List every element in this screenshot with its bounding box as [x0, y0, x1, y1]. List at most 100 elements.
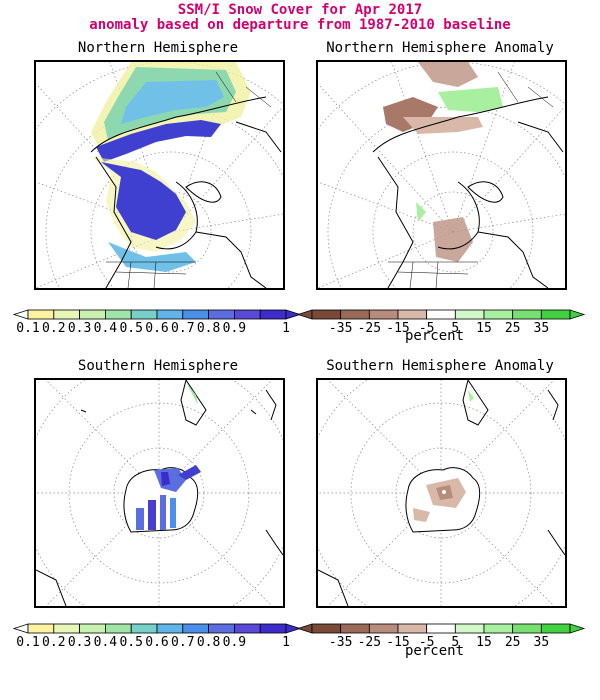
coastlines	[372, 96, 564, 288]
colorbar-swatch	[259, 309, 287, 320]
colorbar-tick-label: -25	[358, 321, 381, 336]
colorbar-tick-label: 15	[476, 321, 492, 336]
colorbar-tick-label: 0.3	[68, 321, 91, 336]
north-america-snow	[91, 157, 196, 272]
colorbar-right-arrow	[569, 623, 586, 634]
colorbar-right-arrow	[569, 309, 586, 320]
colorbar-swatch	[311, 309, 342, 320]
colorbar-tick-label: 0.1	[16, 635, 39, 650]
colorbar-swatch	[130, 309, 158, 320]
colorbar-swatch	[208, 309, 235, 320]
colorbar-swatch	[182, 309, 210, 320]
colorbar-tick-label: 0.8	[197, 635, 220, 650]
coastlines	[318, 380, 565, 606]
colorbar-swatch	[540, 309, 571, 320]
colorbar-swatch	[397, 309, 428, 320]
eurasia-snow	[91, 62, 251, 162]
colorbar-tick-label: 0.7	[171, 321, 194, 336]
anomaly-units-label-bottom: percent	[405, 643, 465, 659]
colorbar-swatch	[156, 309, 184, 320]
colorbar-left-arrow	[12, 623, 29, 634]
sh-snow-cover-map	[34, 378, 285, 608]
colorbar-swatch	[368, 309, 399, 320]
colorbar-tick-label: 0.4	[94, 635, 118, 650]
colorbar-swatch	[27, 623, 55, 634]
colorbar-tick-label: 5	[451, 635, 459, 650]
colorbar-tick-label: 0.2	[42, 321, 65, 336]
colorbar-tick-label: 15	[476, 635, 492, 650]
colorbar-tick-label: 0.2	[42, 635, 65, 650]
colorbar-tick-label: 25	[505, 635, 521, 650]
colorbar-tick-label: 0.5	[119, 321, 142, 336]
colorbar-tick-label: 0.5	[119, 635, 142, 650]
colorbar-tick-label: -35	[329, 635, 352, 650]
nh-positive-anomaly	[416, 87, 503, 222]
colorbar-tick-label: -15	[386, 321, 409, 336]
colorbar-tick-label: 35	[534, 635, 550, 650]
title-line-1: SSM/I Snow Cover for Apr 2017	[177, 2, 423, 18]
colorbar-swatch	[27, 309, 55, 320]
south-america-snow	[186, 382, 198, 405]
title-line-2: anomaly based on departure from 1987-201…	[89, 17, 511, 33]
colorbar-swatch	[311, 623, 342, 634]
anomaly-colorbar-bottom: -35 -25 -15 -5 5 15 25 35	[296, 622, 586, 652]
coastlines	[90, 96, 282, 288]
colorbar-tick-label: 0.9	[223, 321, 246, 336]
colorbar-tick-label: 35	[534, 321, 550, 336]
nh-negative-anomaly	[383, 62, 483, 262]
colorbar-swatch	[340, 623, 370, 634]
colorbar-swatch	[483, 623, 514, 634]
colorbar-swatch	[233, 309, 261, 320]
colorbar-tick-label: 25	[505, 321, 521, 336]
colorbar-swatch	[53, 309, 80, 320]
colorbar-tick-label: 0.6	[145, 321, 168, 336]
borders	[388, 71, 554, 288]
colorbar-left-arrow	[296, 623, 313, 634]
colorbar-swatch	[156, 623, 184, 634]
colorbar-tick-label: 0.9	[223, 635, 246, 650]
antarctica-anomaly	[405, 467, 481, 533]
colorbar-swatch	[368, 623, 399, 634]
colorbar-tick-label: -5	[419, 635, 435, 650]
borders	[106, 71, 272, 288]
colorbar-tick-label: 5	[451, 321, 459, 336]
nh-anomaly-map	[316, 60, 567, 290]
colorbar-tick-label: 0.3	[68, 635, 91, 650]
colorbar-tick-label: 0.4	[94, 321, 118, 336]
colorbar-tick-label: 0.1	[16, 321, 39, 336]
anomaly-colorbar-top: -35 -25 -15 -5 5 15 25 35	[296, 308, 586, 338]
anomaly-units-label-top: percent	[405, 328, 465, 344]
cover-colorbar-top: 0.1 0.2 0.3 0.4 0.5 0.6 0.7 0.8 0.9 1	[12, 308, 302, 338]
colorbar-swatch	[540, 623, 571, 634]
sh-anomaly-map	[316, 378, 567, 608]
colorbar-tick-label: 0.7	[171, 635, 194, 650]
colorbar-swatch	[512, 623, 542, 634]
colorbar-tick-label: -5	[419, 321, 435, 336]
colorbar-swatch	[105, 309, 132, 320]
colorbar-swatch	[483, 309, 514, 320]
nh-anomaly-panel-title: Northern Hemisphere Anomaly	[326, 40, 554, 56]
colorbar-swatch	[130, 623, 158, 634]
colorbar-swatch	[397, 623, 428, 634]
colorbar-swatch	[79, 623, 106, 634]
sh-panel-title: Southern Hemisphere	[77, 358, 239, 374]
colorbar-tick-label: 1	[282, 635, 290, 650]
colorbar-swatch	[105, 623, 132, 634]
colorbar-right-arrow	[285, 623, 302, 634]
nh-snow-cover-map	[34, 60, 285, 290]
colorbar-swatch	[53, 623, 80, 634]
colorbar-swatch	[208, 623, 235, 634]
colorbar-tick-label: -35	[329, 321, 352, 336]
colorbar-swatch	[79, 309, 106, 320]
cover-colorbar-bottom: 0.1 0.2 0.3 0.4 0.5 0.6 0.7 0.8 0.9 1	[12, 622, 302, 652]
colorbar-left-arrow	[12, 309, 29, 320]
antarctica	[123, 465, 201, 533]
colorbar-tick-label: 1	[282, 321, 290, 336]
colorbar-swatch	[233, 623, 261, 634]
colorbar-swatch	[512, 309, 542, 320]
colorbar-tick-label: -25	[358, 635, 381, 650]
colorbar-swatch	[340, 309, 370, 320]
colorbar-swatch	[454, 309, 485, 320]
colorbar-tick-label: 0.6	[145, 635, 168, 650]
south-america-anomaly	[468, 390, 474, 402]
